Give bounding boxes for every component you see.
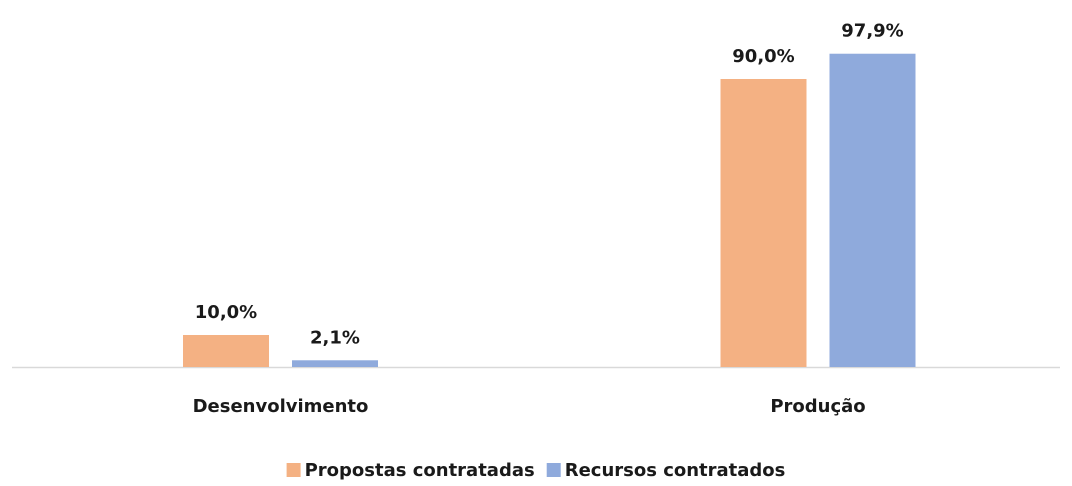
x-tick-label: Produção [770, 396, 865, 417]
x-tick-label: Desenvolvimento [193, 396, 369, 417]
data-label: 2,1% [310, 327, 360, 348]
bar [292, 360, 378, 367]
bar [183, 335, 269, 367]
bar [829, 53, 916, 367]
legend-label: Propostas contratadas [305, 460, 535, 481]
bar [720, 79, 807, 367]
data-label: 90,0% [732, 46, 794, 67]
legend-swatch [546, 463, 561, 477]
data-label: 97,9% [841, 21, 903, 42]
legend-label: Recursos contratados [565, 460, 786, 481]
legend-swatch [286, 463, 301, 477]
data-label: 10,0% [195, 302, 257, 323]
